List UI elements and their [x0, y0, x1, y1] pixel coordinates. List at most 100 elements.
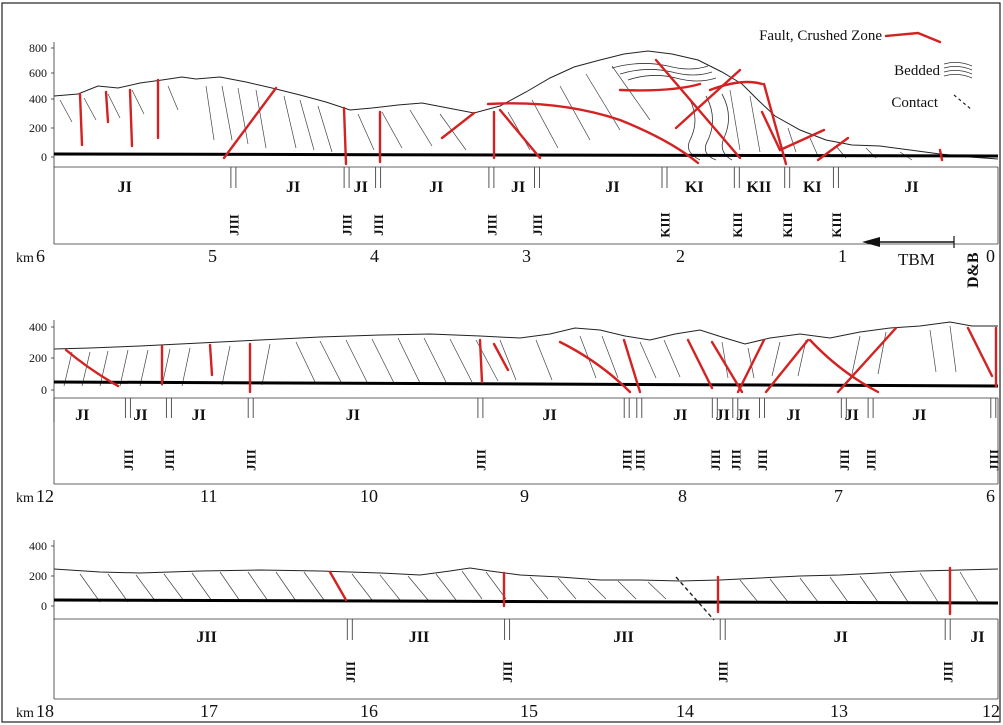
km-label: 6: [36, 246, 45, 266]
elev-tick: 0: [41, 150, 47, 164]
fault-line: [938, 148, 944, 162]
unit-label: JI: [286, 179, 300, 196]
unit-label-vertical: JIII: [371, 214, 386, 236]
unit-label: JII: [196, 629, 216, 646]
unit-label-vertical: JIII: [708, 449, 723, 471]
fault-line: [622, 338, 642, 394]
unit-label-vertical: JIII: [530, 214, 545, 236]
unit-label: JI: [192, 407, 206, 424]
km-label: 5: [208, 246, 217, 266]
legend-bedded-label: Bedded: [894, 63, 940, 79]
unit-label: JI: [736, 407, 750, 424]
fault-line: [760, 110, 826, 152]
unit-label-vertical: KIII: [780, 212, 795, 237]
panel-2-elevation-ticks: 400 200 0: [29, 320, 54, 397]
km-prefix: km: [16, 706, 34, 721]
unit-label-vertical: JIII: [716, 661, 731, 683]
unit-label-vertical: JIII: [473, 449, 488, 471]
unit-label-vertical: JIII: [986, 449, 1001, 471]
legend-bedded-swatch: [943, 62, 973, 79]
panel-1-elevation-ticks: 800 600 400 200 0: [29, 41, 54, 164]
fault-line: [328, 570, 348, 602]
fault-line: [808, 338, 880, 394]
unit-label-vertical: JIII: [340, 214, 355, 236]
panel-3-ground-surface: [53, 567, 999, 582]
unit-label: JI: [786, 407, 800, 424]
panel-1-faults: [78, 58, 944, 166]
km-label: 11: [200, 486, 217, 506]
unit-label: JI: [904, 179, 918, 196]
km-label: 0: [986, 246, 995, 266]
fault-line: [710, 340, 744, 394]
tbm-arrow: TBM: [862, 236, 955, 269]
fault-line: [64, 348, 120, 388]
panel-2-tunnel-alignment: [53, 380, 999, 388]
unit-label: JI: [605, 179, 619, 196]
km-label: 15: [520, 701, 538, 721]
km-label: 10: [360, 486, 378, 506]
unit-label-vertical: KIII: [730, 212, 745, 237]
km-label: 12: [36, 486, 54, 506]
panel-1: 800 600 400 200 0: [16, 41, 999, 288]
unit-label: JI: [673, 407, 687, 424]
unit-label-vertical: JIII: [500, 661, 515, 683]
unit-label-vertical: JIII: [941, 661, 956, 683]
km-label: 17: [200, 701, 218, 721]
unit-label-vertical: JIII: [620, 449, 635, 471]
legend-contact-swatch: [953, 94, 973, 111]
fault-line: [342, 106, 348, 166]
fault-line: [440, 111, 476, 140]
elev-tick: 0: [41, 383, 47, 397]
panel-3-bedding-hatch: [79, 570, 979, 603]
unit-label-vertical: JIII: [837, 449, 852, 471]
elev-tick: 200: [29, 569, 47, 583]
unit-label: JI: [834, 629, 848, 646]
unit-label: JI: [716, 407, 730, 424]
unit-label-vertical: KIII: [658, 212, 673, 237]
panel-2: 400 200 0: [16, 320, 1001, 506]
km-label: 2: [676, 246, 685, 266]
fault-line: [478, 338, 484, 384]
panel-2-faults: [64, 326, 998, 394]
unit-label: JI: [912, 407, 926, 424]
fault-line: [128, 88, 134, 148]
unit-label: JI: [354, 179, 368, 196]
unit-label: JI: [511, 179, 525, 196]
km-label: 3: [522, 246, 531, 266]
unit-label-vertical: JIII: [121, 449, 136, 471]
km-label: 4: [370, 246, 379, 266]
unit-label-vertical: JIII: [864, 449, 879, 471]
fault-line: [208, 343, 214, 377]
unit-label: JI: [970, 629, 984, 646]
legend: Fault, Crushed Zone Bedded Contact: [759, 28, 973, 111]
panel-3-tunnel-alignment: [53, 598, 999, 605]
elev-tick: 400: [29, 92, 47, 106]
km-label: 6: [986, 486, 995, 506]
elev-tick: 600: [29, 66, 47, 80]
unit-label: JI: [542, 407, 556, 424]
km-label: 13: [830, 701, 848, 721]
legend-fault-swatch: [884, 31, 942, 44]
elev-tick: 200: [29, 351, 47, 365]
fault-line: [762, 82, 788, 166]
fault-line: [836, 326, 898, 394]
db-label: D&B: [965, 252, 982, 288]
tbm-label: TBM: [898, 250, 935, 269]
fault-line: [708, 80, 764, 92]
unit-label: KII: [746, 179, 771, 196]
unit-label-vertical: JIII: [343, 661, 358, 683]
km-label: 8: [678, 486, 687, 506]
unit-label-vertical: JIII: [728, 449, 743, 471]
unit-label-vertical: JIII: [162, 449, 177, 471]
fault-line: [736, 338, 766, 394]
unit-label: JI: [118, 179, 132, 196]
unit-label: JI: [75, 407, 89, 424]
km-label: 1: [838, 246, 847, 266]
fault-line: [966, 326, 994, 378]
elev-tick: 200: [29, 121, 47, 135]
km-label: 14: [676, 701, 694, 721]
km-label: 18: [36, 701, 54, 721]
unit-label: JI: [133, 407, 147, 424]
unit-label: JII: [613, 629, 633, 646]
